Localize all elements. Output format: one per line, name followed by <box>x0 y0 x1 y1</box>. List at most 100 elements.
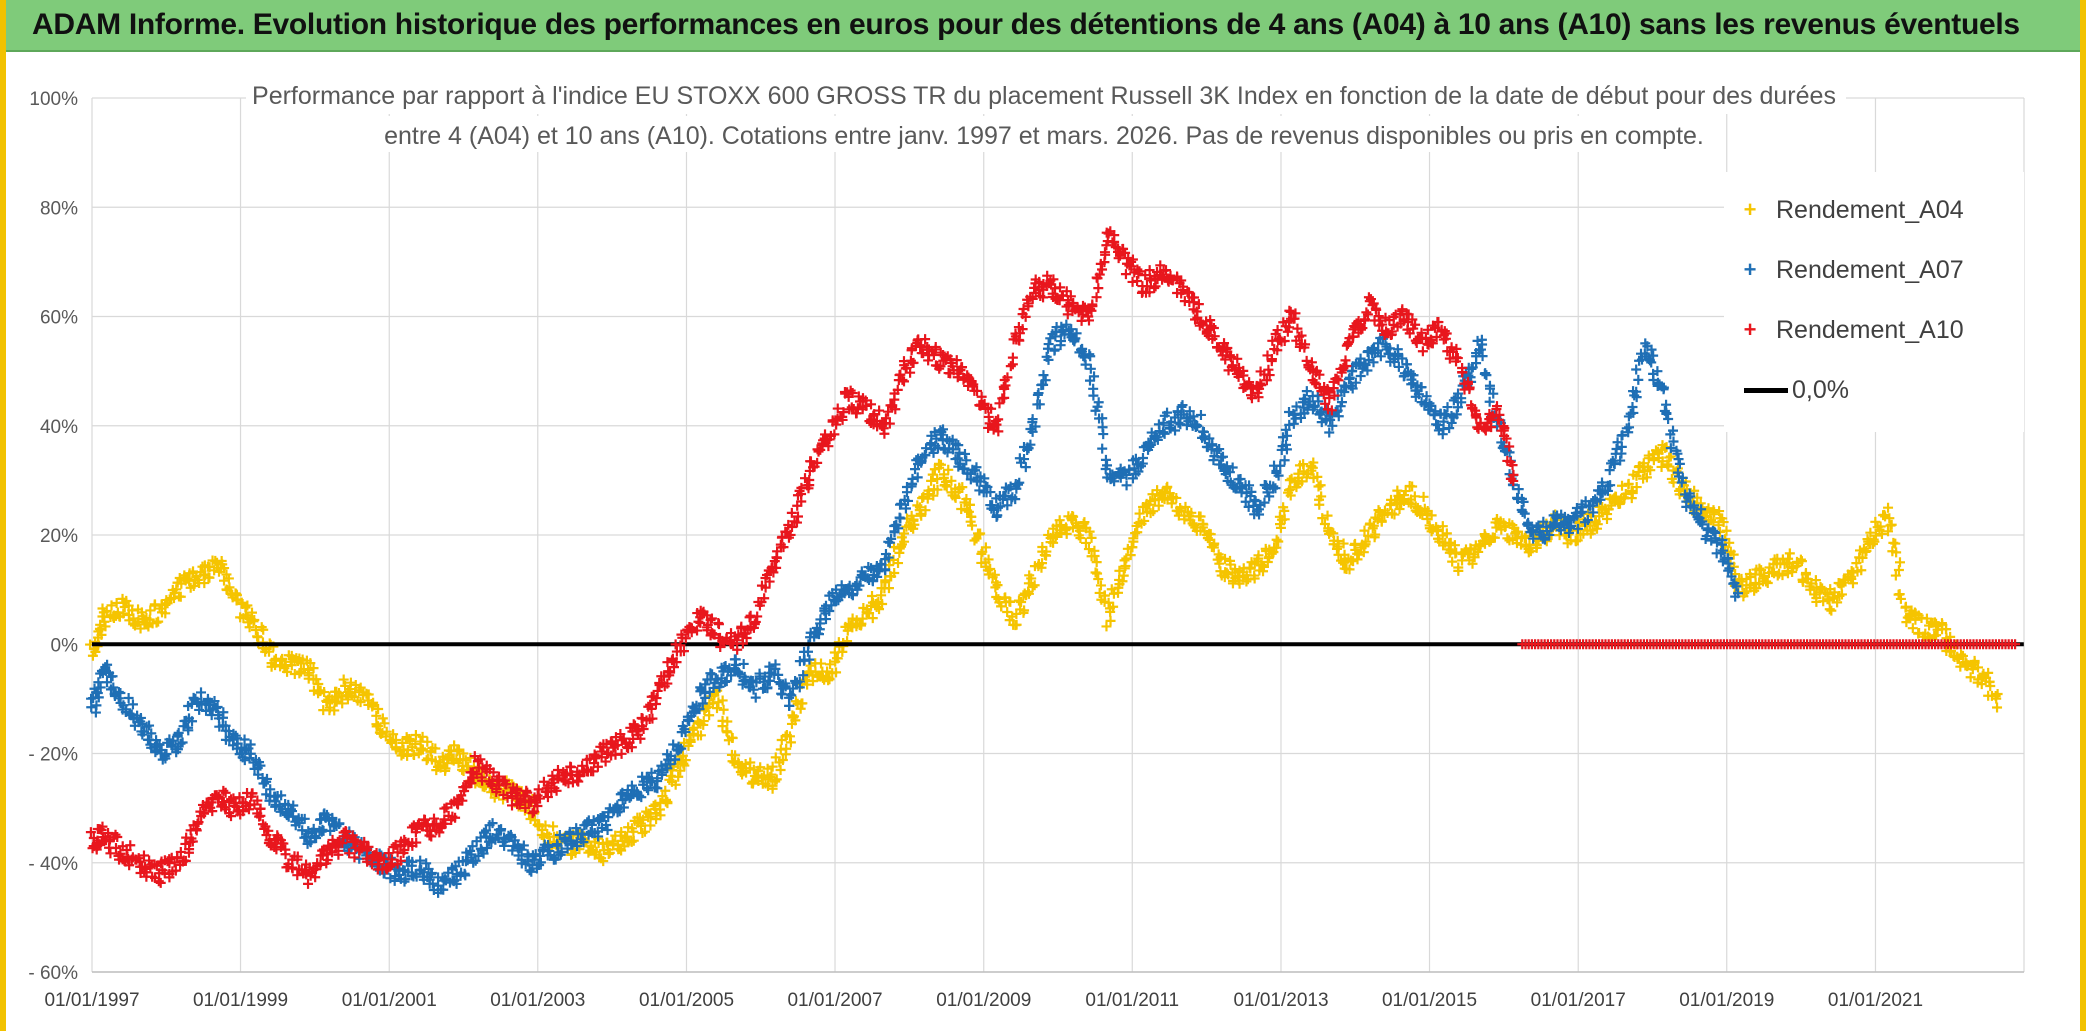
x-tick-label: 01/01/2017 <box>1531 990 1626 1011</box>
series-a04-point <box>680 755 691 766</box>
series-a04-point <box>1894 589 1905 600</box>
series-a10-point <box>928 350 939 361</box>
series-a04-point <box>1325 526 1336 537</box>
series-a07-point <box>1010 494 1021 505</box>
series-a07-point <box>1221 461 1232 472</box>
series-a04-point <box>1641 472 1652 483</box>
series-a04-point <box>1754 563 1765 574</box>
series-a04-point <box>1128 536 1139 547</box>
series-a07-point <box>276 790 287 801</box>
series-a04-point <box>1631 482 1642 493</box>
series-a04-point <box>329 705 340 716</box>
series-a07-point <box>1324 427 1335 438</box>
x-tick-label: 01/01/2009 <box>936 990 1031 1011</box>
series-a10-point <box>1292 323 1303 334</box>
series-a10-point <box>1176 275 1187 286</box>
series-a04-point <box>628 835 639 846</box>
series-a10-point <box>138 850 149 861</box>
series-a04-point <box>308 663 319 674</box>
series-a07-point <box>550 854 561 865</box>
series-a04-point <box>410 739 421 750</box>
series-a10-point <box>659 671 670 682</box>
series-a04-point <box>1890 570 1901 581</box>
series-a04-point <box>1072 522 1083 533</box>
series-a07-point <box>1199 431 1210 442</box>
series-a07-point <box>127 699 138 710</box>
x-tick-label: 01/01/1997 <box>44 990 139 1011</box>
series-a07-point <box>1331 406 1342 417</box>
series-a04-point <box>961 494 972 505</box>
series-a10-point <box>1422 324 1433 335</box>
series-a04-point <box>1093 574 1104 585</box>
series-a07-point <box>1246 486 1257 497</box>
series-a10-point <box>1205 315 1216 326</box>
series-a10-point <box>1048 274 1059 285</box>
series-a07-point <box>1665 443 1676 454</box>
series-a07-point <box>311 833 322 844</box>
series-a10-point <box>1192 312 1203 323</box>
series-a04-point <box>711 703 722 714</box>
series-a04-point <box>371 710 382 721</box>
series-a10-point <box>172 852 183 863</box>
series-a10-point <box>749 619 760 630</box>
series-a10-point <box>1020 311 1031 322</box>
series-a04-point <box>639 826 650 837</box>
series-a10-point <box>199 808 210 819</box>
series-a07-point <box>738 658 749 669</box>
series-a10-point <box>647 713 658 724</box>
series-a07-point <box>172 729 183 740</box>
series-a07-point <box>1192 420 1203 431</box>
series-a07-point <box>426 869 437 880</box>
series-a10-point <box>920 334 931 345</box>
series-a04-point <box>388 729 399 740</box>
series-a04-point <box>1883 502 1894 513</box>
series-a07-point <box>556 847 567 858</box>
series-a10-point <box>1266 354 1277 365</box>
series-a07-point <box>916 457 927 468</box>
series-a04-point <box>1061 528 1072 539</box>
series-a04-point <box>1931 630 1942 641</box>
series-a07-point <box>734 669 745 680</box>
series-a04-point <box>1784 548 1795 559</box>
series-a10-point <box>1065 291 1076 302</box>
series-a04-point <box>1105 615 1116 626</box>
series-a04-point <box>1316 491 1327 502</box>
series-a04-point <box>985 563 996 574</box>
series-a10-point <box>1433 317 1444 328</box>
series-a10-point <box>820 429 831 440</box>
series-a04-point <box>883 583 894 594</box>
series-a10-point <box>1336 367 1347 378</box>
series-a07-point <box>1188 411 1199 422</box>
series-a04-point <box>889 567 900 578</box>
series-a10-point <box>252 795 263 806</box>
series-a04-point <box>1249 570 1260 581</box>
series-a10-point <box>1222 342 1233 353</box>
series-a04-point <box>1089 545 1100 556</box>
series-a10-point <box>993 426 1004 437</box>
series-a04-point <box>717 695 728 706</box>
x-tick-label: 01/01/2013 <box>1233 990 1328 1011</box>
series-a10-point <box>1487 411 1498 422</box>
series-a07-point <box>1327 420 1338 431</box>
series-a07-point <box>601 819 612 830</box>
series-a07-point <box>1023 443 1034 454</box>
series-a04-point <box>781 743 792 754</box>
series-a07-point <box>1588 507 1599 518</box>
series-a07-point <box>1430 406 1441 417</box>
series-a07-point <box>1195 409 1206 420</box>
series-a04-point <box>106 600 117 611</box>
series-a10-point <box>851 408 862 419</box>
series-a04-point <box>242 600 253 611</box>
series-a10-point <box>1109 230 1120 241</box>
series-a04-point <box>1132 527 1143 538</box>
series-a10-point <box>1091 292 1102 303</box>
series-a07-point <box>847 590 858 601</box>
series-a07-point <box>1288 418 1299 429</box>
series-a07-point <box>770 663 781 674</box>
series-a10-point <box>1323 385 1334 396</box>
legend-marker-a04: + <box>1743 197 1757 222</box>
series-a04-point <box>219 575 229 586</box>
series-a07-point <box>1701 531 1712 542</box>
series-a10-point <box>344 848 355 859</box>
series-a04-point <box>1041 550 1052 561</box>
